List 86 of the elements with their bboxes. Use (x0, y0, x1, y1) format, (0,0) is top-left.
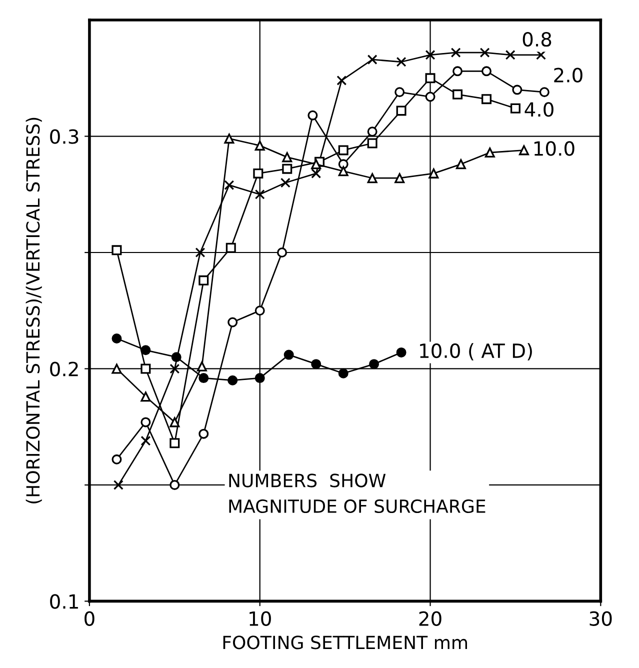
point (228, 317, 238, 328)
point (396, 106, 406, 116)
point (170, 417, 180, 428)
y-tick-label: 0.1 (50, 594, 78, 609)
point (113, 480, 124, 490)
point (369, 359, 380, 370)
y-tick-label: 0.3 (50, 129, 78, 144)
point (198, 428, 209, 439)
point (254, 140, 265, 151)
point (452, 89, 463, 100)
point (171, 352, 182, 362)
point (452, 66, 463, 76)
y-axis-title: (HORIZONTAL STRESS)/(VERTICAL STRESS) (26, 118, 42, 504)
point (140, 392, 151, 402)
x-tick-label: 0 (84, 611, 94, 626)
point (112, 334, 122, 344)
point (510, 103, 520, 114)
point (112, 454, 122, 464)
x-tick-label: 10 (250, 611, 271, 626)
point (311, 359, 322, 370)
point (394, 87, 405, 98)
series-label: 10.0 ( AT D) (420, 343, 532, 360)
point (112, 364, 122, 374)
point (450, 48, 461, 58)
point (539, 87, 550, 98)
point (254, 189, 265, 200)
annotation: NUMBERS SHOW MAGNITUDE OF SURCHARGE (229, 474, 486, 514)
point (396, 56, 406, 67)
point (170, 480, 180, 490)
point (254, 306, 265, 316)
point (338, 159, 348, 170)
series-label: 10.0 (534, 141, 574, 156)
point (367, 173, 378, 184)
point (484, 148, 495, 158)
point (367, 126, 378, 137)
x-tick-label: 30 (590, 611, 612, 626)
point (367, 54, 378, 65)
point (198, 373, 209, 384)
point (140, 345, 151, 356)
point (253, 168, 264, 178)
point (280, 178, 290, 188)
point (311, 168, 322, 178)
point (284, 350, 294, 360)
point (512, 84, 522, 95)
point (428, 168, 439, 178)
point (338, 145, 348, 156)
point (112, 245, 122, 256)
x-tick-label: 20 (419, 611, 442, 626)
point (480, 48, 490, 58)
y-tick-label: 0.2 (50, 362, 78, 376)
point (196, 361, 207, 372)
series-label: 4.0 (524, 102, 554, 117)
point (198, 275, 209, 286)
point (277, 248, 288, 258)
point (456, 159, 466, 170)
point (140, 417, 151, 428)
series-label: 2.0 (554, 68, 582, 82)
point (396, 347, 406, 358)
point (170, 364, 180, 374)
point (140, 364, 151, 374)
point (481, 66, 492, 76)
point (338, 166, 348, 176)
x-axis-title: FOOTING SETTLEMENT mm (223, 636, 467, 650)
series-label: 0.8 (522, 32, 552, 47)
point (394, 173, 405, 184)
point (170, 438, 180, 448)
point (425, 73, 436, 84)
point (481, 94, 492, 104)
point (226, 242, 236, 253)
point (505, 50, 516, 60)
point (282, 164, 292, 174)
point (308, 110, 318, 120)
point (425, 50, 436, 60)
point (425, 92, 436, 102)
point (254, 373, 265, 384)
point (228, 375, 238, 386)
point (518, 145, 529, 156)
point (336, 75, 347, 86)
point (224, 134, 234, 144)
point (367, 138, 378, 148)
point (282, 152, 292, 162)
point (224, 180, 234, 190)
point (140, 436, 151, 446)
point (338, 368, 348, 378)
point (195, 248, 206, 258)
point (311, 159, 322, 170)
